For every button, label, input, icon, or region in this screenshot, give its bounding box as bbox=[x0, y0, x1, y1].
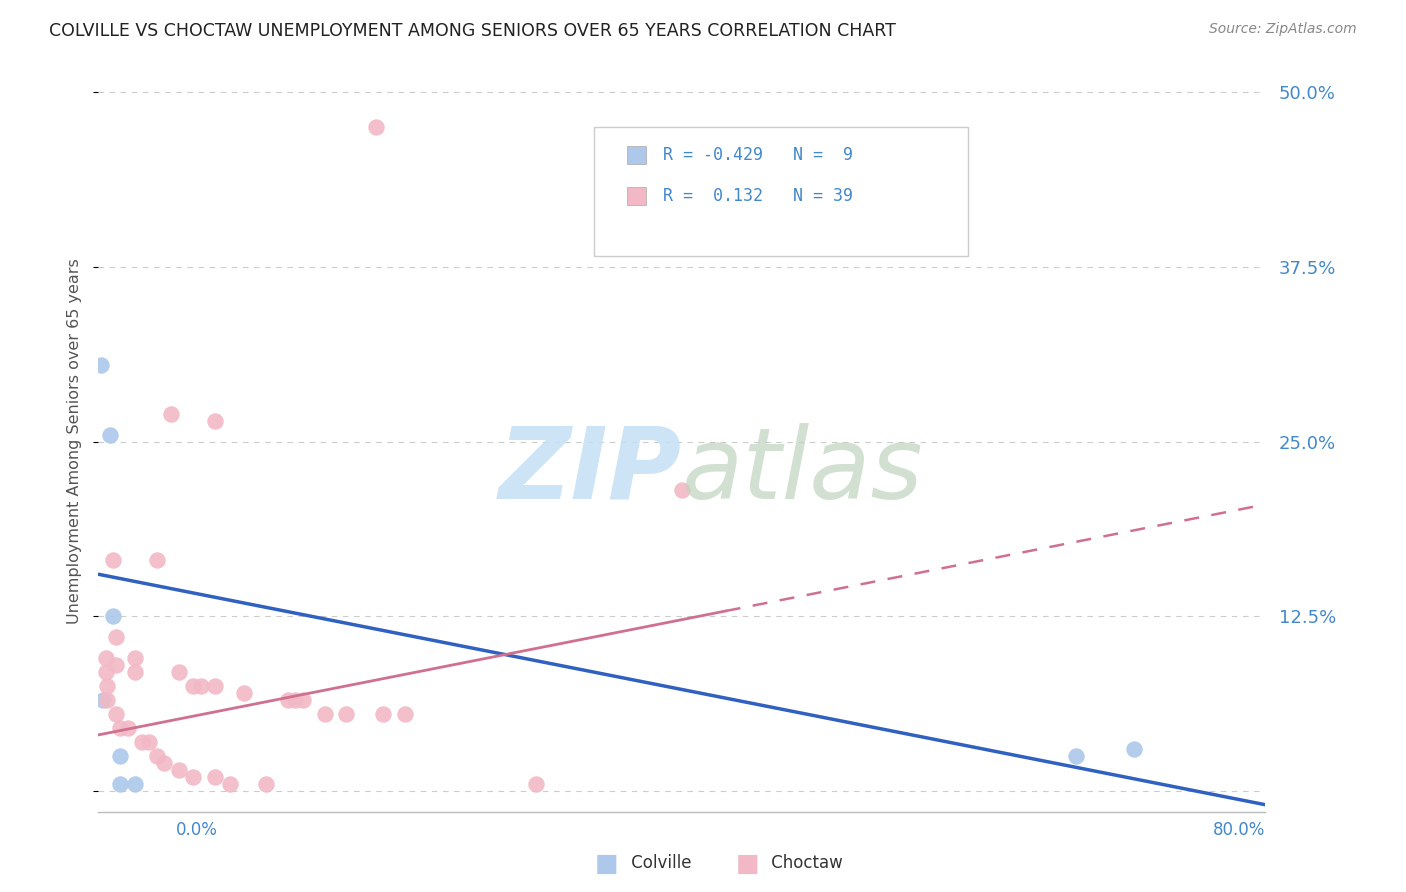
Point bbox=[131, 735, 153, 749]
FancyBboxPatch shape bbox=[595, 127, 967, 257]
FancyBboxPatch shape bbox=[627, 186, 645, 204]
Text: ■: ■ bbox=[735, 852, 759, 875]
Point bbox=[314, 706, 336, 721]
Point bbox=[110, 748, 132, 763]
Point bbox=[524, 777, 547, 791]
Point bbox=[1064, 748, 1087, 763]
Text: R =  0.132   N = 39: R = 0.132 N = 39 bbox=[664, 186, 853, 205]
Text: Colville: Colville bbox=[626, 855, 692, 872]
Text: atlas: atlas bbox=[682, 423, 924, 520]
Point bbox=[101, 553, 124, 567]
Point bbox=[204, 414, 226, 428]
Point bbox=[91, 693, 114, 707]
Point bbox=[671, 483, 693, 498]
Point bbox=[277, 693, 299, 707]
Point bbox=[104, 706, 127, 721]
FancyBboxPatch shape bbox=[627, 146, 645, 164]
Point bbox=[291, 693, 314, 707]
Point bbox=[104, 630, 127, 644]
Text: ■: ■ bbox=[595, 852, 619, 875]
Point bbox=[104, 658, 127, 673]
Point bbox=[146, 748, 169, 763]
Text: COLVILLE VS CHOCTAW UNEMPLOYMENT AMONG SENIORS OVER 65 YEARS CORRELATION CHART: COLVILLE VS CHOCTAW UNEMPLOYMENT AMONG S… bbox=[49, 22, 896, 40]
Point bbox=[254, 777, 277, 791]
Point bbox=[364, 120, 387, 135]
Point bbox=[233, 686, 256, 700]
Point bbox=[204, 679, 226, 693]
Point bbox=[394, 706, 416, 721]
Point bbox=[167, 665, 190, 679]
Text: Choctaw: Choctaw bbox=[766, 855, 844, 872]
Point bbox=[124, 665, 146, 679]
Text: 0.0%: 0.0% bbox=[176, 821, 218, 838]
Text: R = -0.429   N =  9: R = -0.429 N = 9 bbox=[664, 146, 853, 164]
Point bbox=[124, 777, 146, 791]
Point bbox=[204, 770, 226, 784]
Point bbox=[124, 651, 146, 665]
Point bbox=[190, 679, 212, 693]
Point bbox=[90, 358, 112, 372]
Point bbox=[181, 679, 204, 693]
Y-axis label: Unemployment Among Seniors over 65 years: Unemployment Among Seniors over 65 years bbox=[67, 259, 83, 624]
Point bbox=[110, 777, 132, 791]
Point bbox=[117, 721, 139, 735]
Point bbox=[284, 693, 307, 707]
Point bbox=[98, 427, 121, 442]
Point bbox=[101, 609, 124, 624]
Point bbox=[96, 679, 118, 693]
Point bbox=[153, 756, 176, 770]
Text: 80.0%: 80.0% bbox=[1213, 821, 1265, 838]
Point bbox=[160, 407, 183, 421]
Point bbox=[181, 770, 204, 784]
Point bbox=[96, 693, 118, 707]
Point bbox=[110, 721, 132, 735]
Point bbox=[138, 735, 160, 749]
Point bbox=[94, 665, 117, 679]
Point bbox=[94, 651, 117, 665]
Point bbox=[146, 553, 169, 567]
Point bbox=[218, 777, 240, 791]
Point bbox=[371, 706, 394, 721]
Point bbox=[335, 706, 357, 721]
Point bbox=[1123, 742, 1146, 756]
Point bbox=[167, 763, 190, 777]
Text: ZIP: ZIP bbox=[499, 423, 682, 520]
Text: Source: ZipAtlas.com: Source: ZipAtlas.com bbox=[1209, 22, 1357, 37]
